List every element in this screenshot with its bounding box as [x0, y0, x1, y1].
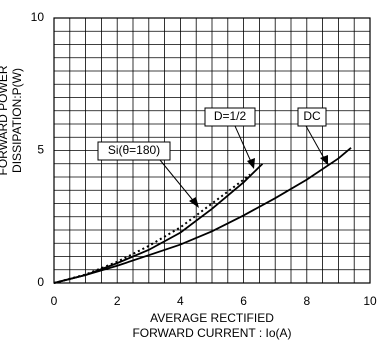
- y-tick-label: 5: [37, 143, 44, 157]
- annotation-dc: DC: [297, 107, 328, 165]
- annotation-box: [297, 107, 327, 127]
- arrowhead: [320, 155, 328, 165]
- x-tick-label: 4: [177, 294, 184, 308]
- annotation-si: Si(θ=180): [97, 141, 199, 208]
- y-tick-label: 0: [37, 275, 44, 289]
- y-tick-label: 10: [31, 10, 45, 24]
- line-series: [53, 163, 264, 284]
- arrowhead: [189, 197, 199, 208]
- y-axis-label: DISSIPATION:P(W): [10, 68, 24, 173]
- annotation-box: [97, 141, 171, 161]
- annotation: Si(θ=180): [108, 143, 160, 157]
- y-axis-label: FORWARD POWER: [0, 65, 10, 175]
- arrow: [159, 159, 197, 205]
- annotation-d: D=1/2: [204, 107, 256, 169]
- plot-frame: [53, 17, 371, 284]
- x-tick-label: 2: [114, 294, 121, 308]
- x-tick-label: 0: [51, 294, 58, 308]
- annotation: DC: [303, 109, 321, 123]
- x-axis-label: FORWARD CURRENT : Io(A): [132, 326, 291, 340]
- x-tick-label: 8: [303, 294, 310, 308]
- line-series: [53, 173, 251, 284]
- x-axis-label: AVERAGE RECTIFIED: [150, 311, 274, 325]
- annotation: D=1/2: [214, 109, 247, 123]
- x-tick-label: 10: [363, 294, 377, 308]
- annotation-box: [204, 107, 256, 127]
- arrow: [305, 125, 326, 161]
- x-tick-label: 6: [240, 294, 247, 308]
- arrow: [234, 125, 253, 165]
- line-series: [53, 147, 352, 284]
- arrowhead: [247, 158, 255, 169]
